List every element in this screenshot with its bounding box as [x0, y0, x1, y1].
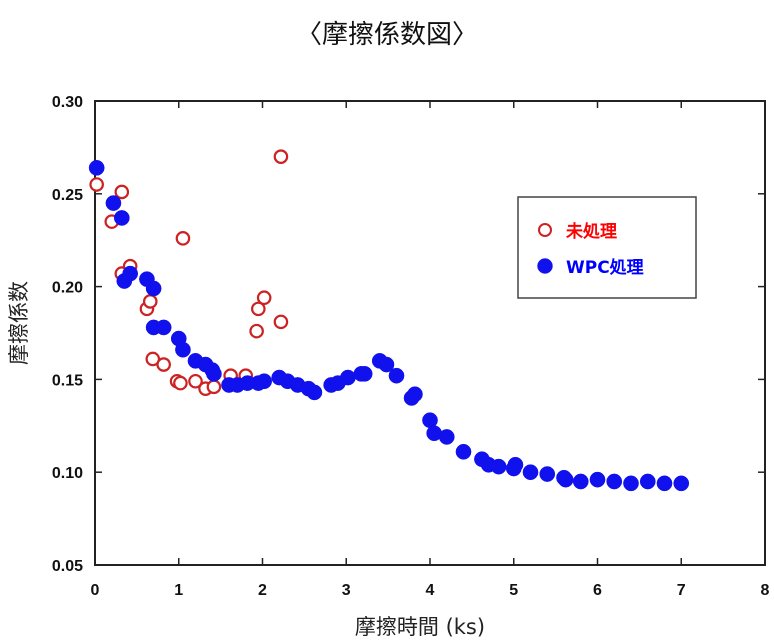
wpc-point [105, 195, 122, 211]
x-tick-label: 1 [174, 582, 183, 599]
untreated-point [173, 375, 188, 391]
wpc-point [606, 473, 623, 490]
untreated-point [256, 290, 272, 306]
x-tick-label: 8 [761, 582, 770, 599]
wpc-point [388, 367, 405, 384]
legend: 未処理 WPC処理 [517, 196, 697, 299]
wpc-point [623, 475, 639, 492]
wpc-point [306, 384, 323, 401]
y-tick-label: 0.25 [52, 187, 83, 204]
wpc-point [340, 369, 356, 386]
wpc-point [455, 443, 472, 460]
wpc-point [572, 473, 589, 490]
untreated-point [89, 177, 104, 192]
x-tick-label: 4 [426, 582, 435, 599]
x-axis-title: 摩擦時間 (ks) [355, 615, 485, 639]
axes-layer [94, 100, 766, 566]
legend-box [517, 196, 697, 299]
x-tick-label: 6 [593, 582, 602, 599]
y-tick-label: 0.10 [52, 465, 83, 482]
legend-untreated-marker [538, 223, 552, 237]
page-title: 〈摩擦係数図〉 [295, 20, 478, 50]
wpc-point [438, 429, 455, 445]
legend-untreated-label: 未処理 [565, 221, 617, 242]
x-tick-label: 5 [509, 582, 518, 599]
wpc-point [206, 365, 222, 382]
y-tick-label: 0.30 [52, 94, 83, 111]
wpc-point [378, 356, 395, 373]
wpc-point [88, 159, 105, 176]
x-tick-label: 3 [342, 582, 351, 599]
wpc-point [356, 365, 373, 382]
wpc-point [490, 458, 507, 475]
data-points [88, 149, 690, 492]
wpc-point [122, 265, 139, 282]
legend-wpc-label: WPC処理 [566, 258, 644, 278]
wpc-point [256, 373, 273, 390]
tick-labels: 0.05 0.10 0.15 0.20 0.25 0.30 0 1 2 3 4 5 6 7 8 [52, 94, 770, 599]
wpc-point [656, 475, 673, 492]
plot-frame [94, 100, 766, 566]
untreated-point [114, 184, 130, 200]
wpc-point [145, 280, 162, 297]
wpc-point [507, 456, 524, 473]
untreated-point [206, 379, 222, 395]
untreated-point [249, 323, 264, 339]
x-tick-label: 2 [258, 582, 267, 599]
x-tick-label: 0 [91, 582, 100, 599]
wpc-point [407, 386, 423, 403]
wpc-point [539, 466, 556, 482]
wpc-point [589, 471, 606, 488]
y-tick-label: 0.20 [52, 280, 83, 297]
wpc-point [175, 341, 191, 358]
y-axis-title: 摩擦係数 [7, 281, 31, 365]
wpc-point [113, 210, 130, 226]
legend-wpc-marker [537, 258, 553, 274]
untreated-point [273, 314, 289, 330]
y-tick-label: 0.15 [52, 372, 83, 389]
x-tick-label: 7 [677, 582, 686, 599]
wpc-point [522, 464, 539, 481]
untreated-point [156, 357, 171, 372]
untreated-point [142, 294, 158, 309]
wpc-point [673, 475, 690, 492]
wpc-point [155, 319, 172, 336]
untreated-point [175, 231, 191, 246]
wpc-point [639, 473, 656, 490]
untreated-point [251, 301, 266, 317]
y-tick-label: 0.05 [52, 558, 83, 575]
wpc-point [557, 471, 574, 488]
untreated-point [273, 149, 289, 164]
untreated-point [188, 373, 203, 389]
